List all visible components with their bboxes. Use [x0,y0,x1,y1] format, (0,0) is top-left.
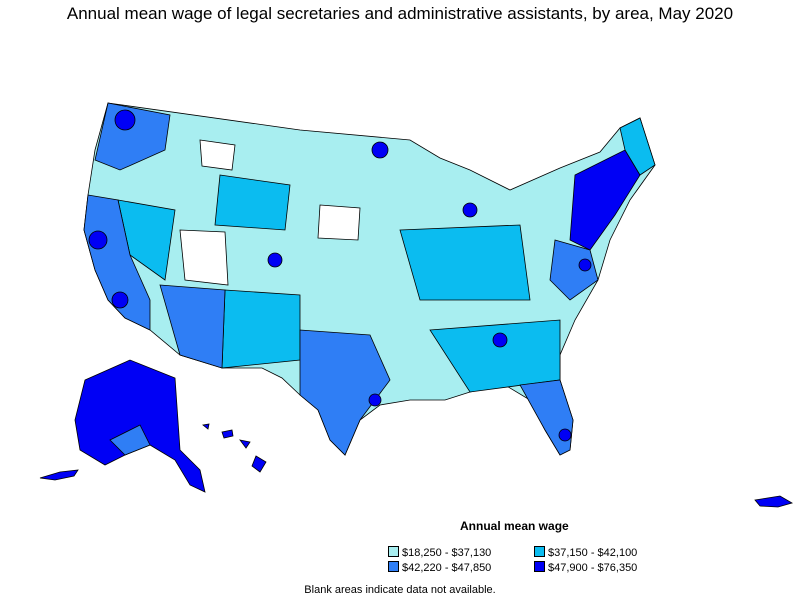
region-nodata-west [179,229,229,286]
legend-label-2: $37,150 - $42,100 [548,547,638,559]
alaska [39,359,206,493]
region-southwest [221,289,301,369]
legend-item-3: $42,220 - $47,850 [388,561,491,574]
metro-chicago [462,202,478,218]
metro-houston [368,393,382,407]
legend-swatch-2 [534,546,545,557]
metro-denver [267,252,283,268]
region-pacific-northwest [94,102,171,171]
legend-title: Annual mean wage [460,519,569,533]
legend-item-4: $47,900 - $76,350 [534,561,637,574]
metro-los-angeles [111,291,129,309]
region-florida [519,379,574,456]
metro-sf-bay [88,230,108,250]
hawaii [202,423,267,473]
legend-label-1: $18,250 - $37,130 [402,547,492,559]
hawaii-oahu [221,429,234,439]
legend-swatch-1 [388,546,399,557]
metro-miami [558,428,572,442]
metro-minneapolis [371,141,389,159]
metro-washington [578,258,592,272]
region-nodata-plains [317,204,361,241]
region-california [83,194,151,331]
hawaii-maui [239,439,251,449]
legend-label-3: $42,220 - $47,850 [402,562,492,574]
footnote: Blank areas indicate data not available. [304,584,496,596]
legend-item-2: $37,150 - $42,100 [534,546,637,559]
region-texas [299,329,391,456]
legend-item-1: $18,250 - $37,130 [388,546,491,559]
region-nodata-montana [199,139,236,171]
region-arizona [159,284,226,369]
aleutian-islands [39,469,79,481]
region-mountain [214,174,291,231]
puerto-rico-island [754,495,794,508]
alaska-southeast-region [109,424,151,456]
legend-swatch-3 [388,561,399,572]
region-midwest [399,224,531,301]
legend-swatch-4 [534,561,545,572]
map-title: Annual mean wage of legal secretaries an… [66,4,734,23]
hawaii-kauai [202,423,210,430]
contiguous-us [83,102,656,456]
region-mid-atlantic [549,239,599,301]
puerto-rico [754,495,794,508]
hawaii-big-island [251,455,267,473]
metro-seattle [114,109,136,131]
region-new-england [619,117,656,176]
legend-label-4: $47,900 - $76,350 [548,562,638,574]
metro-atlanta [492,332,508,348]
